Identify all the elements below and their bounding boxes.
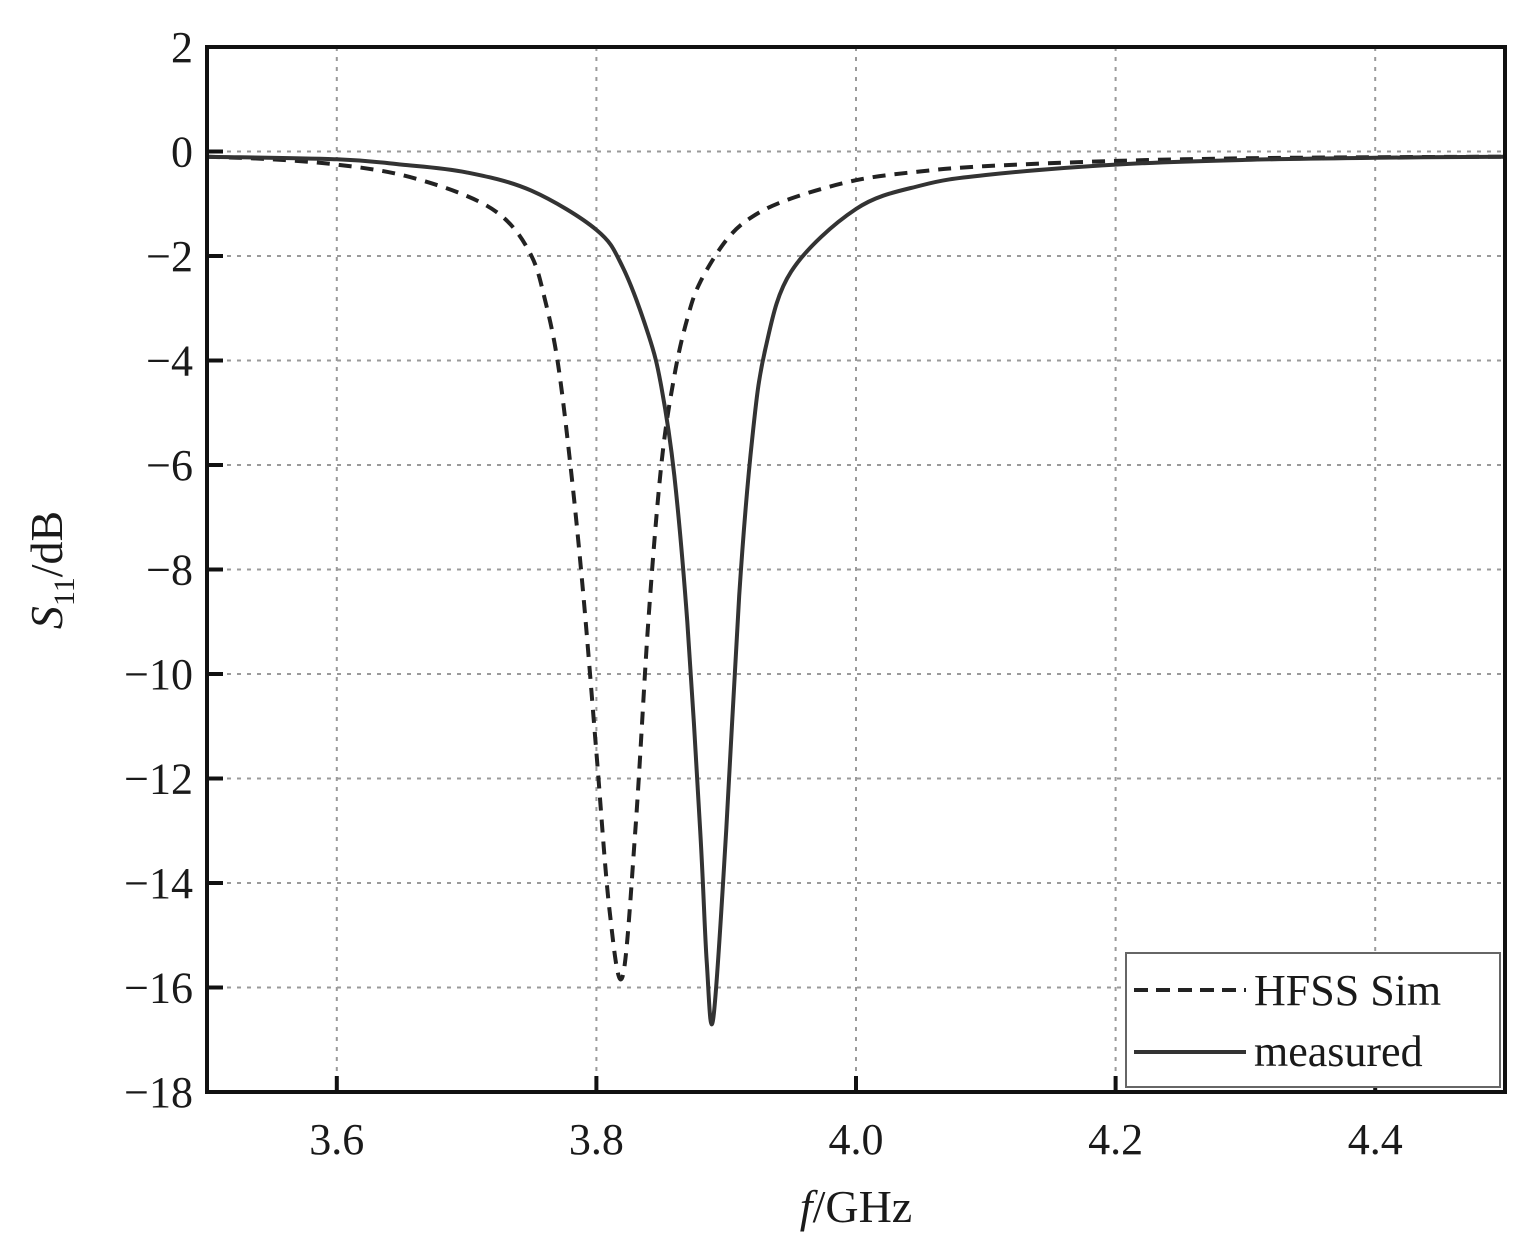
y-tick-label: −12 [124,755,193,804]
y-tick-label: −4 [146,337,193,386]
legend-box [1125,952,1501,1088]
y-tick-label: −8 [146,546,193,595]
legend: HFSS Sim measured [1125,952,1501,1088]
x-axis-label-unit: /GHz [813,1181,913,1232]
x-axis-label: f/GHz [800,1181,912,1232]
legend-label-measured: measured [1254,1027,1423,1076]
y-tick-label: −14 [124,859,193,908]
x-tick-label: 3.6 [309,1115,364,1164]
series-layer [207,154,1505,1027]
x-tick-label: 4.0 [829,1115,884,1164]
y-tick-label: −10 [124,650,193,699]
y-tick-label: −16 [124,964,193,1013]
legend-label-hfss-sim: HFSS Sim [1254,966,1441,1015]
y-tick-label: −6 [146,441,193,490]
y-axis-label-unit: /dB [21,511,72,577]
series-line-hfss-sim [207,154,1505,982]
x-tick-label: 3.8 [569,1115,624,1164]
y-axis-label: S11/dB [21,511,81,629]
series-line-measured [207,154,1505,1027]
y-axis-label-symbol: S [21,606,72,629]
y-tick-label: 2 [171,23,193,72]
y-tick-label: 0 [171,128,193,177]
plot-frame [205,45,1507,1094]
y-tick-label: −2 [146,232,193,281]
x-tick-label: 4.4 [1348,1115,1403,1164]
y-tick-label: −18 [124,1068,193,1117]
y-axis-label-subscript: 11 [48,577,81,606]
tick-labels: 3.6 3.8 4.0 4.2 4.4 2 0 −2 −4 −6 −8 −10 −12 −14 −16 −18 [124,23,1403,1164]
x-tick-label: 4.2 [1088,1115,1143,1164]
